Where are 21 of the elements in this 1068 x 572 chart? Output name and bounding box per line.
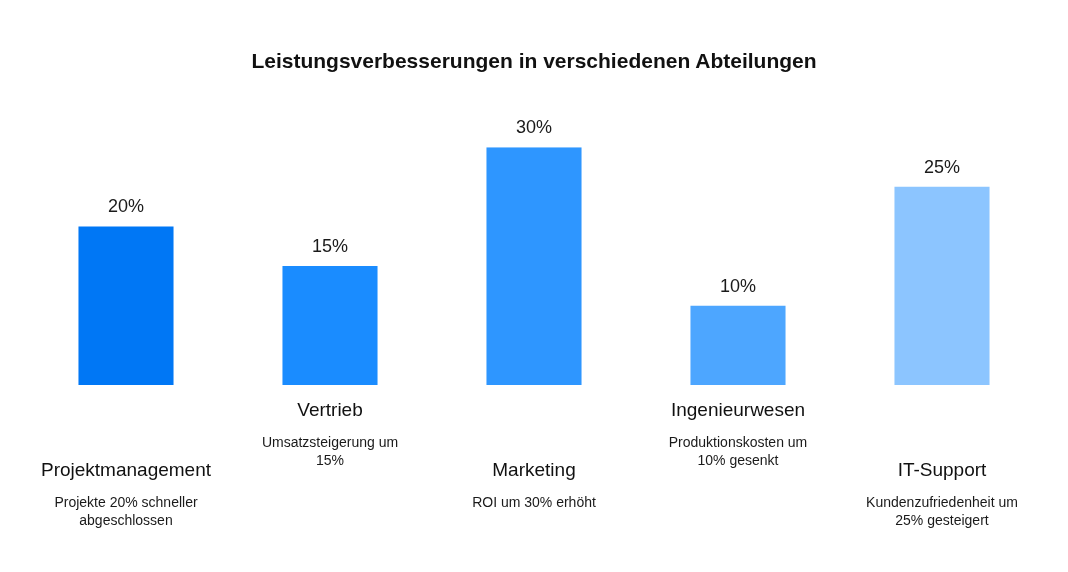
bar: [690, 305, 786, 385]
data-label: 20%: [107, 196, 145, 217]
text: ROI um 30% erhöht: [472, 493, 596, 510]
data-label: 15%: [311, 236, 349, 257]
text: Kundenzufriedenheit um 25% gesteigert: [866, 493, 1018, 528]
x-tick-label: IT-Support: [897, 459, 988, 481]
bar: [282, 266, 378, 385]
x-tick-label: Vertrieb: [297, 399, 363, 421]
text: Projekte 20% schneller abgeschlossen: [54, 493, 198, 528]
text: Produktionskosten um 10% gesenkt: [668, 433, 808, 468]
x-tick-label: Ingenieurwesen: [670, 399, 806, 421]
chart-title: Leistungsverbesserungen in verschiedenen Abteilungen: [251, 49, 817, 73]
text: Umsatzsteigerung um 15%: [261, 433, 399, 468]
data-label: 10%: [719, 275, 757, 296]
x-tick-label: Projektmanagement: [40, 459, 212, 481]
data-label: 30%: [515, 117, 553, 138]
x-tick-label: Marketing: [492, 459, 576, 481]
bar: [894, 186, 990, 385]
data-label: 25%: [923, 156, 961, 177]
bar: [78, 226, 174, 385]
bar: [486, 147, 582, 385]
